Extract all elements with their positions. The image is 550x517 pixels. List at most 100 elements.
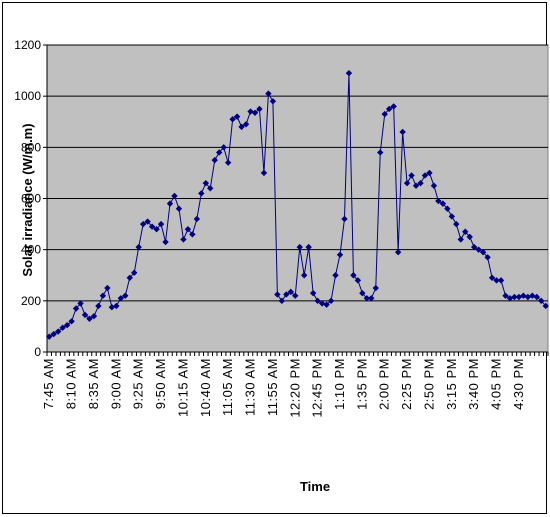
data-point	[412, 182, 420, 189]
x-tick-label: 9:25 AM	[131, 358, 146, 409]
x-tick-label: 9:50 AM	[153, 358, 168, 409]
data-point	[238, 123, 245, 131]
x-tick-label: 11:30 AM	[243, 358, 258, 416]
data-point	[153, 226, 160, 233]
data-point	[171, 192, 178, 200]
data-point	[484, 254, 491, 261]
data-point	[144, 218, 151, 225]
data-point	[470, 243, 478, 251]
data-point	[511, 293, 518, 301]
data-point	[122, 292, 129, 299]
y-tick-label: 200	[21, 294, 41, 308]
data-point	[430, 182, 438, 189]
x-tick-label: 11:55 AM	[265, 358, 280, 416]
data-point	[95, 302, 102, 310]
data-point	[417, 179, 424, 187]
x-tick-label: 9:00 AM	[108, 358, 123, 409]
x-tick-label: 1:10 PM	[332, 358, 347, 410]
data-point	[59, 324, 66, 331]
data-point	[287, 288, 294, 296]
data-point	[220, 144, 227, 151]
data-point	[372, 284, 379, 292]
data-point	[189, 231, 196, 238]
data-point	[256, 105, 263, 113]
data-point	[323, 301, 330, 308]
data-point	[341, 215, 348, 223]
data-point	[202, 179, 209, 187]
x-tick-label: 2:50 PM	[421, 358, 436, 410]
data-point	[211, 156, 218, 164]
x-tick-label: 3:15 PM	[444, 358, 459, 410]
data-point	[292, 292, 299, 299]
data-point	[166, 200, 174, 207]
data-point	[99, 292, 107, 299]
y-axis-title: Solar irradiance (W/m.m)	[20, 123, 35, 276]
y-tick-label: 400	[21, 243, 41, 257]
data-point	[216, 149, 223, 156]
data-point	[453, 220, 460, 228]
data-point	[497, 277, 505, 284]
data-point	[86, 315, 93, 322]
y-tick-label: 1000	[14, 89, 41, 103]
data-point	[193, 215, 201, 223]
data-point	[260, 169, 268, 177]
data-point	[444, 205, 451, 212]
data-point	[377, 149, 384, 156]
data-point	[309, 289, 317, 297]
data-point	[104, 284, 111, 292]
data-point	[403, 179, 411, 187]
data-point	[90, 312, 98, 320]
x-tick-label: 10:15 AM	[175, 358, 190, 417]
data-point	[421, 172, 429, 179]
data-point	[184, 226, 192, 233]
y-tick-label: 1200	[14, 38, 41, 52]
x-tick-label: 7:45 AM	[41, 358, 56, 409]
data-point	[68, 318, 75, 325]
data-point	[350, 272, 357, 279]
data-point	[332, 272, 339, 279]
data-point	[493, 277, 500, 284]
data-point	[247, 108, 254, 115]
data-point	[502, 292, 509, 299]
data-point	[54, 328, 62, 335]
data-point	[157, 220, 165, 228]
data-point	[399, 128, 406, 136]
y-tick-label: 800	[21, 140, 41, 154]
data-point	[50, 330, 57, 338]
data-point	[162, 238, 169, 246]
y-tick-label: 600	[21, 192, 41, 206]
x-tick-label: 11:05 AM	[220, 358, 235, 416]
data-point	[475, 246, 482, 253]
x-tick-label: 2:00 PM	[377, 358, 392, 410]
x-tick-label: 4:30 PM	[511, 358, 526, 410]
x-tick-label: 8:35 AM	[86, 358, 101, 409]
x-axis-title: Time	[300, 479, 330, 494]
x-tick-labels: 7:45 AM 8:10 AM 8:35 AM 9:00 AM 9:25 AM 9:50 …	[41, 358, 526, 418]
data-point	[457, 236, 464, 243]
x-tick-label: 12:45 PM	[310, 358, 325, 418]
data-point	[314, 297, 321, 305]
data-point	[524, 293, 532, 301]
data-point	[354, 277, 362, 284]
data-point	[466, 233, 473, 241]
data-point	[131, 269, 138, 276]
y-tick-labels: 0 200 400 600 800 1000 1200	[14, 38, 41, 359]
data-point	[46, 333, 53, 340]
data-point	[233, 113, 241, 120]
series-irradiance	[46, 69, 549, 340]
data-point	[242, 121, 250, 128]
data-point	[207, 185, 214, 192]
data-point	[113, 302, 120, 310]
data-point	[479, 249, 487, 256]
data-point	[139, 220, 147, 228]
x-tick-label: 4:05 PM	[489, 358, 504, 410]
data-point	[301, 272, 308, 279]
data-point	[359, 289, 366, 297]
data-point	[381, 110, 388, 118]
x-tick-label: 1:35 PM	[354, 358, 369, 410]
data-point	[408, 172, 415, 179]
data-point	[538, 297, 545, 305]
data-point	[180, 236, 187, 243]
axes	[43, 44, 549, 356]
